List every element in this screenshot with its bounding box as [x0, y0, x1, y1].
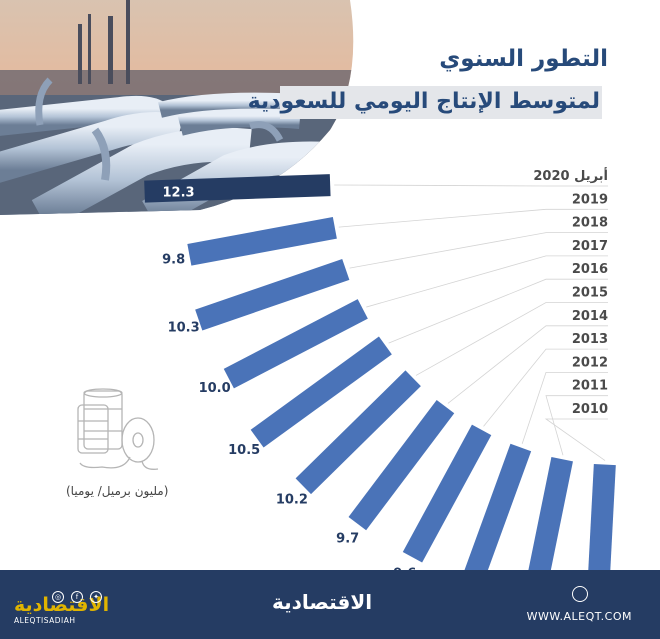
- bar: [250, 336, 392, 448]
- bar: [295, 370, 421, 495]
- category-label: 2011: [572, 379, 608, 394]
- radial-bar-chart: 20108.220119.320129.820139.620149.720151…: [144, 167, 616, 570]
- category-label: 2014: [572, 309, 608, 324]
- value-label: 9.8: [162, 253, 185, 268]
- chart-title: التطور السنوي: [439, 46, 608, 72]
- value-label: 10.3: [168, 320, 200, 335]
- oil-barrel-icon: [77, 388, 159, 470]
- facebook-icon[interactable]: f: [71, 591, 83, 603]
- value-label: 10.0: [199, 381, 231, 396]
- leader-line: [334, 184, 608, 187]
- brand-logo: الاقتصادية: [14, 594, 110, 616]
- value-label: 9.6: [393, 566, 416, 570]
- leader-line: [415, 302, 608, 376]
- value-label: 10.5: [228, 443, 260, 458]
- bar: [588, 464, 616, 570]
- bar: [348, 399, 455, 531]
- leader-line: [447, 325, 608, 404]
- chart-subtitle: لمتوسط الإنتاج اليومي للسعودية: [247, 89, 600, 114]
- globe-icon: [572, 586, 588, 602]
- instagram-icon[interactable]: ◎: [52, 591, 64, 603]
- category-label: 2019: [572, 192, 608, 207]
- category-label: 2018: [572, 216, 608, 231]
- social-handle: ALEQTISADIAH: [14, 616, 76, 625]
- value-label: 9.7: [336, 531, 359, 546]
- leader-line: [349, 232, 608, 269]
- category-label: 2016: [572, 262, 608, 277]
- value-label: 10.2: [276, 492, 308, 507]
- bar: [223, 299, 368, 389]
- website-link[interactable]: WWW.ALEQT.COM: [526, 610, 632, 623]
- category-label: 2017: [572, 239, 608, 254]
- value-label: 12.3: [163, 185, 195, 200]
- leader-line: [338, 208, 608, 228]
- leader-line: [544, 418, 608, 461]
- category-label: 2010: [572, 402, 608, 417]
- category-label: 2013: [572, 332, 608, 347]
- bar: [402, 424, 492, 563]
- bar: [195, 259, 350, 331]
- footer-logo: الاقتصادية: [272, 590, 373, 614]
- leader-line: [388, 278, 608, 344]
- leader-line: [545, 395, 608, 456]
- bar: [187, 217, 337, 266]
- category-label: 2012: [572, 355, 608, 370]
- category-label: أبريل 2020: [533, 167, 608, 184]
- unit-label: (مليون برميل/ يوميا): [66, 484, 169, 498]
- bar: [144, 174, 331, 203]
- subtitle-band: [280, 86, 602, 119]
- category-label: 2015: [572, 286, 608, 301]
- leader-line: [521, 371, 608, 444]
- bar: [464, 443, 532, 570]
- twitter-icon[interactable]: ✦: [90, 591, 102, 603]
- leader-line: [366, 255, 608, 308]
- footer-bar: [0, 570, 660, 639]
- bar: [528, 456, 573, 570]
- leader-line: [483, 348, 608, 427]
